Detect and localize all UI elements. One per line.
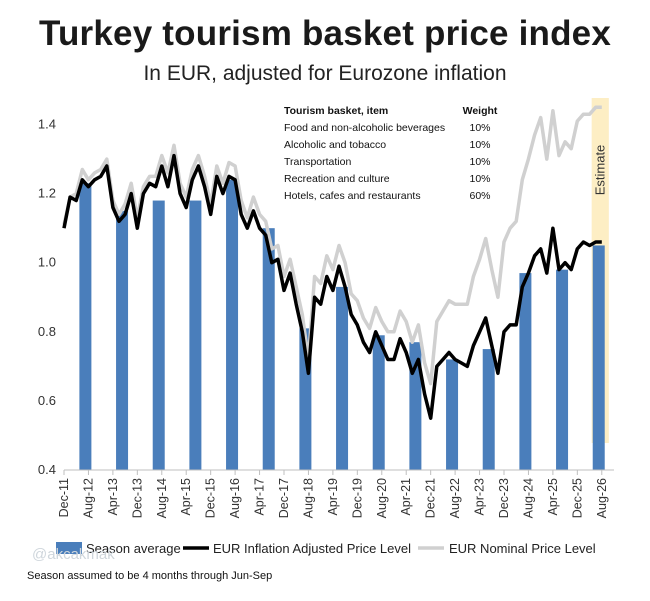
x-tick-label: Aug-12 [81, 478, 95, 518]
x-tick-label: Aug-22 [448, 478, 462, 518]
x-tick-label: Apr-23 [473, 478, 487, 516]
x-tick-label: Apr-19 [326, 478, 340, 516]
bar-2024 [519, 273, 532, 470]
x-tick-label: Dec-11 [57, 478, 71, 517]
y-tick-label: 1.0 [38, 255, 56, 270]
x-tick-label: Dec-15 [204, 478, 218, 518]
bar-2023 [482, 349, 495, 470]
basket-item: Food and non-alcoholic beverages [284, 122, 445, 134]
chart-subtitle: In EUR, adjusted for Eurozone inflation [143, 62, 507, 85]
x-tick-label: Aug-14 [155, 478, 169, 518]
x-tick-label: Aug-20 [375, 478, 389, 518]
bar-2016 [226, 179, 239, 470]
x-tick-label: Dec-23 [497, 478, 511, 518]
basket-item: Transportation [284, 156, 351, 168]
bar-2017 [262, 228, 275, 470]
y-tick-label: 0.4 [38, 462, 56, 477]
x-tick-label: Apr-15 [179, 478, 193, 516]
basket-item: Hotels, cafes and restaurants [284, 190, 421, 202]
basket-weight: 10% [469, 139, 490, 151]
x-tick-label: Aug-18 [301, 478, 315, 518]
x-tick-label: Dec-19 [350, 478, 364, 518]
bar-2015 [189, 200, 202, 470]
x-tick-label: Apr-17 [253, 478, 267, 516]
lines-layer [62, 105, 602, 420]
basket-weight: 10% [469, 122, 490, 134]
legend-label-nominal: EUR Nominal Price Level [449, 541, 596, 556]
bar-2013 [116, 210, 129, 470]
x-tick-label: Apr-25 [546, 478, 560, 516]
bar-2012 [79, 183, 92, 471]
x-tick-label: Aug-26 [595, 478, 609, 518]
nominal-price-line [62, 105, 602, 386]
basket-weight: 10% [469, 173, 490, 185]
legend-swatch-bars [56, 542, 82, 554]
x-tick-label: Dec-13 [130, 478, 144, 518]
bar-2014 [152, 200, 165, 470]
y-tick-label: 0.8 [38, 324, 56, 339]
bar-2025 [556, 269, 569, 470]
y-tick-label: 1.4 [38, 117, 56, 132]
legend-label-adjusted: EUR Inflation Adjusted Price Level [213, 541, 411, 556]
legend: Season average EUR Inflation Adjusted Pri… [56, 541, 596, 556]
basket-weight: 10% [469, 156, 490, 168]
bar-2022 [446, 359, 459, 470]
bars-layer [79, 179, 605, 471]
watermark: @akcakmak [32, 546, 115, 563]
basket-table: Tourism basket, item Weight Food and non-a… [284, 105, 498, 202]
x-tick-label: Dec-21 [424, 478, 438, 518]
x-tick-label: Apr-13 [106, 478, 120, 516]
basket-header-item: Tourism basket, item [284, 105, 388, 117]
basket-item: Recreation and culture [284, 173, 390, 185]
axes-layer: 0.4 0.6 0.8 1.0 1.2 1.4 Dec-11 Aug-12 Apr-13 Dec-… [38, 117, 614, 518]
bar-2026 [592, 245, 605, 470]
estimate-label: Estimate [592, 145, 607, 196]
adjusted-price-line [62, 153, 602, 420]
x-tick-label: Aug-16 [228, 478, 242, 518]
bar-2019 [336, 286, 349, 470]
x-tick-label: Dec-17 [277, 478, 291, 518]
footnote: Season assumed to be 4 months through Ju… [27, 570, 273, 582]
basket-item: Alcoholic and tobacco [284, 139, 386, 151]
chart-title: Turkey tourism basket price index [39, 14, 611, 53]
basket-header-weight: Weight [463, 105, 498, 117]
y-tick-label: 0.6 [38, 393, 56, 408]
x-tick-label: Apr-21 [399, 478, 413, 516]
basket-weight: 60% [469, 190, 490, 202]
bar-2020 [372, 335, 385, 470]
x-tick-label: Aug-24 [521, 478, 535, 518]
legend-label-bars: Season average [86, 541, 181, 556]
y-tick-label: 1.2 [38, 186, 56, 201]
x-tick-label: Dec-25 [570, 478, 584, 518]
